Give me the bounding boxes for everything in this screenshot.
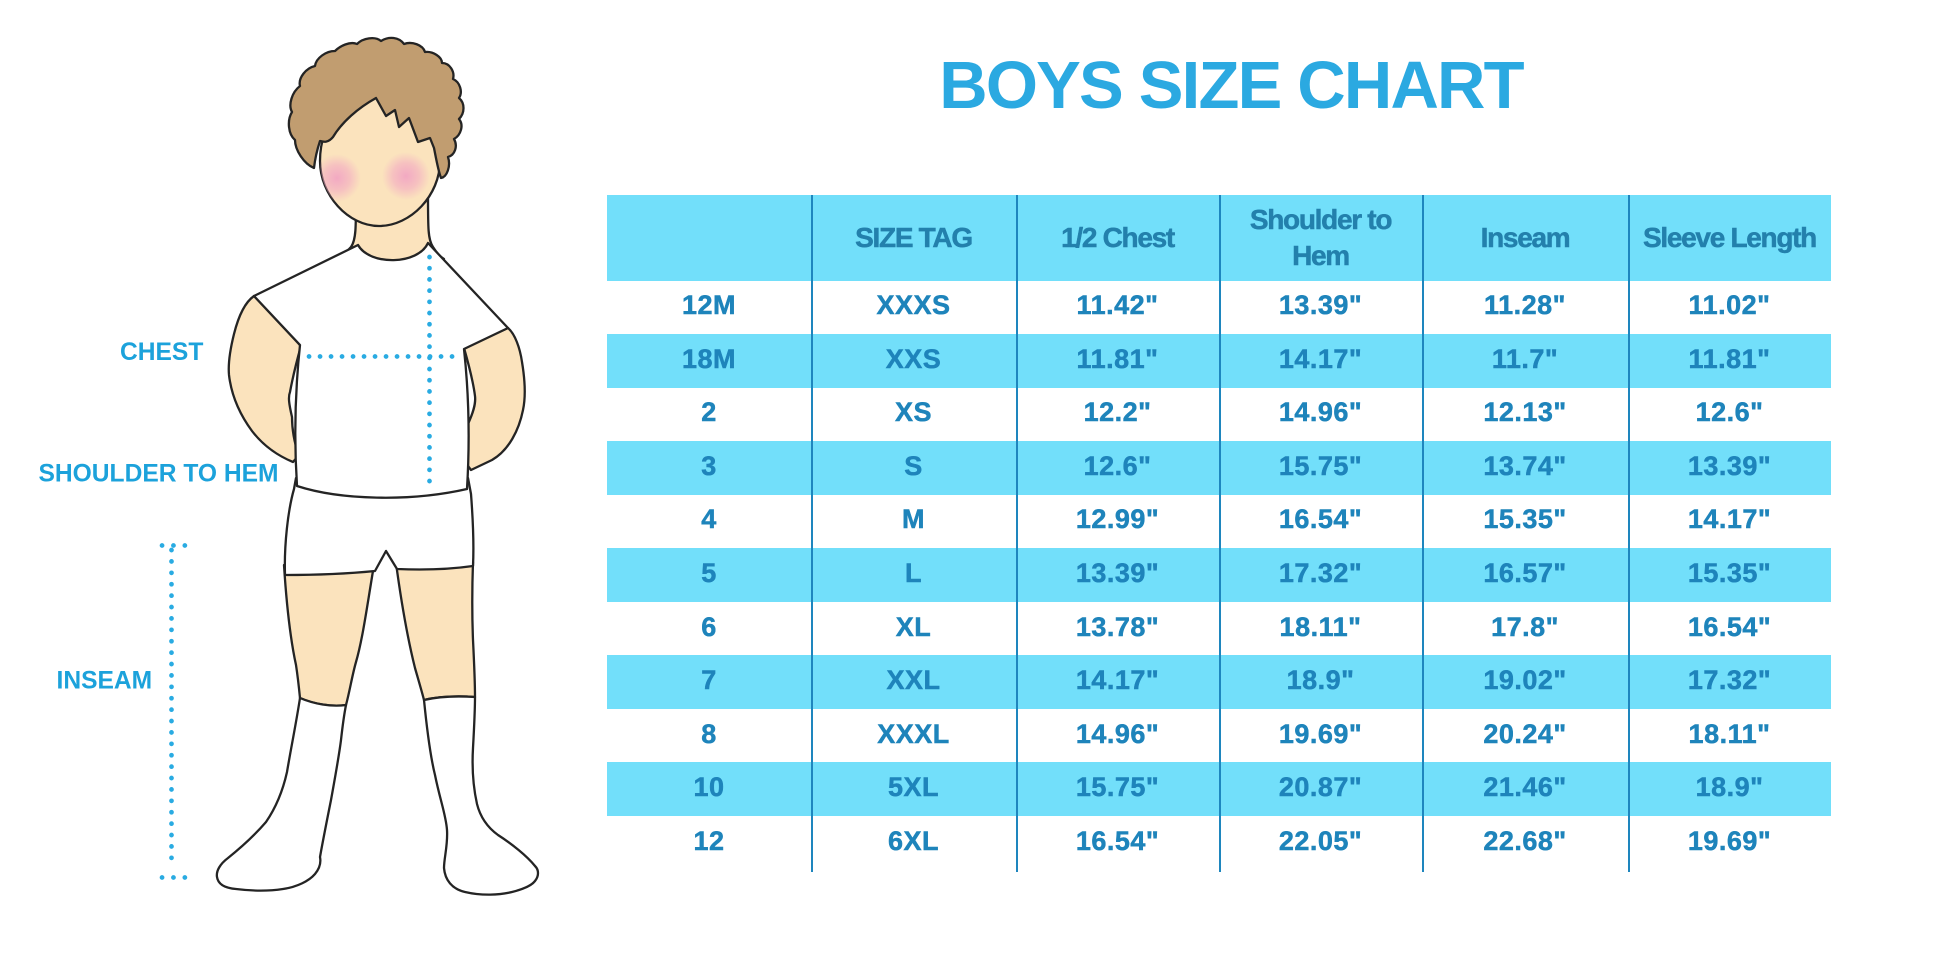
svg-text:INSEAM: INSEAM [57, 668, 153, 695]
svg-text:CHEST: CHEST [120, 339, 203, 366]
svg-text:SHOULDER TO HEM: SHOULDER TO HEM [39, 461, 279, 488]
